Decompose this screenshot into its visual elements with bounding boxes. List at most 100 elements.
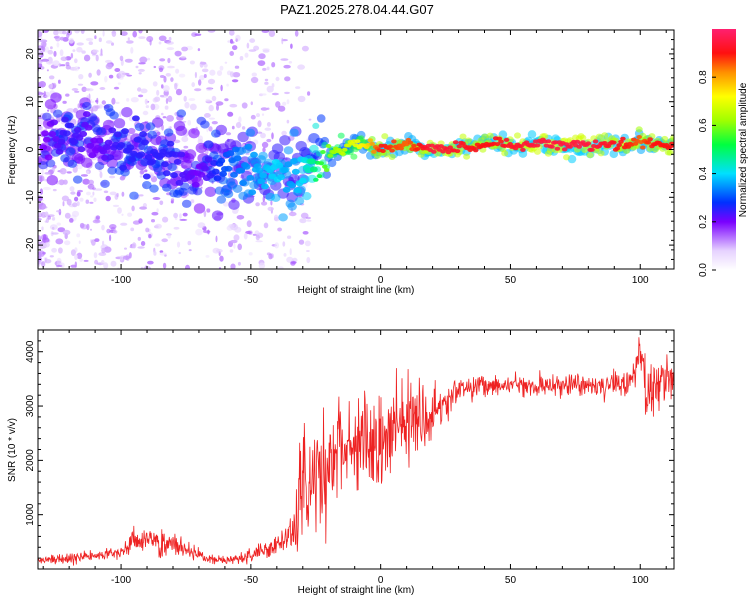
- heatmap-ridge-cell: [320, 150, 326, 154]
- heatmap-speckle: [47, 109, 50, 112]
- heatmap-speckle: [203, 74, 207, 78]
- heatmap-speckle: [112, 204, 120, 208]
- heatmap-speckle: [185, 264, 190, 269]
- heatmap-ridge-cell: [48, 131, 57, 137]
- heatmap-ridge-cell: [289, 128, 299, 137]
- heatmap-ridge-cell: [162, 183, 172, 192]
- heatmap-ridge-cell: [388, 153, 396, 160]
- heatmap-speckle: [167, 57, 171, 64]
- heatmap-ridge-cell: [188, 128, 200, 139]
- heatmap-speckle: [59, 36, 65, 41]
- heatmap-ridge-cell: [498, 139, 504, 144]
- heatmap-ridge-cell: [503, 137, 510, 142]
- heatmap-ridge-cell: [585, 141, 592, 146]
- heatmap-speckle: [234, 65, 240, 69]
- heatmap-ridge-cell: [90, 137, 98, 144]
- heatmap-speckle: [119, 111, 122, 117]
- heatmap-speckle: [302, 231, 309, 235]
- heatmap-speckle: [55, 35, 61, 42]
- heatmap-speckle: [44, 211, 49, 217]
- heatmap-speckle: [60, 64, 66, 67]
- heatmap-ridge-cell: [391, 139, 397, 144]
- heatmap-speckle: [49, 255, 54, 258]
- heatmap-speckle: [195, 228, 203, 236]
- heatmap-speckle: [295, 86, 301, 89]
- heatmap-speckle: [135, 65, 139, 69]
- heatmap-speckle: [267, 206, 274, 211]
- heatmap-ridge-cell: [60, 154, 70, 163]
- heatmap-ridge-cell: [288, 182, 296, 189]
- heatmap-speckle: [77, 83, 84, 86]
- heatmap-speckle: [277, 227, 282, 232]
- heatmap-speckle: [229, 103, 238, 108]
- heatmap-speckle: [64, 212, 71, 219]
- snr-ticks: -100 -50 0 50 100 1000 2000 3000 4000: [25, 329, 674, 586]
- heatmap-speckle: [70, 249, 76, 256]
- heatmap-ridge-cell: [163, 128, 174, 137]
- heatmap-speckle: [44, 220, 48, 223]
- heatmap-ridge-cell: [86, 142, 95, 149]
- heatmap-speckle: [131, 242, 137, 249]
- heatmap-ridge-cell: [121, 128, 129, 135]
- heatmap-speckle: [114, 68, 121, 72]
- heatmap-ridge-cell: [204, 186, 217, 197]
- heatmap-speckle: [261, 93, 267, 96]
- heatmap-speckle: [118, 70, 126, 78]
- heatmap-speckle: [191, 32, 198, 37]
- heatmap-speckle: [244, 52, 249, 58]
- heatmap-speckle: [262, 49, 270, 53]
- heatmap-speckle: [77, 103, 80, 109]
- heatmap-speckle: [126, 40, 134, 44]
- heatmap-speckle: [183, 145, 189, 149]
- snr-y-tick-label: 4000: [25, 340, 36, 363]
- heatmap-speckle: [74, 90, 80, 93]
- heatmap-speckle: [297, 64, 305, 70]
- heatmap-speckle: [46, 69, 49, 72]
- heatmap-speckle: [91, 109, 94, 114]
- heatmap-speckle: [281, 37, 284, 45]
- heatmap-speckle: [52, 60, 60, 66]
- heatmap-ridge-cell: [139, 131, 148, 138]
- heatmap-speckle: [250, 114, 256, 120]
- snr-y-tick-label: 2000: [25, 449, 36, 472]
- spectrogram-y-axis-label: Frequency (Hz): [7, 116, 18, 185]
- colorbar-label: Normalized spectral amplitude: [738, 82, 749, 217]
- heatmap-speckle: [73, 66, 80, 72]
- heatmap-speckle: [159, 94, 165, 98]
- heatmap-speckle: [42, 186, 51, 191]
- spectrogram-x-tick-label: -50: [244, 275, 259, 286]
- heatmap-speckle: [65, 93, 70, 97]
- heatmap-speckle: [161, 84, 164, 89]
- heatmap-speckle: [40, 234, 49, 241]
- heatmap-ridge-cell: [109, 111, 119, 120]
- heatmap-speckle: [165, 98, 169, 104]
- heatmap-speckle: [266, 66, 270, 71]
- heatmap-speckle: [255, 240, 263, 243]
- heatmap-speckle: [297, 95, 306, 103]
- heatmap-speckle: [254, 230, 260, 235]
- heatmap-ridge-cell: [472, 148, 479, 153]
- heatmap-speckle: [152, 197, 161, 200]
- heatmap-speckle: [38, 195, 43, 202]
- heatmap-speckle: [40, 41, 47, 47]
- heatmap-speckle: [158, 67, 164, 73]
- heatmap-speckle: [121, 213, 124, 216]
- heatmap-speckle: [93, 197, 97, 202]
- heatmap-speckle: [98, 104, 103, 109]
- heatmap-ridge-cell: [310, 166, 318, 173]
- heatmap-speckle: [239, 56, 244, 61]
- heatmap-ridge-cell: [126, 144, 135, 151]
- heatmap-speckle: [92, 191, 95, 196]
- heatmap-speckle: [137, 236, 141, 241]
- heatmap-speckle: [283, 253, 287, 257]
- heatmap-ridge-cell: [230, 171, 238, 178]
- heatmap-speckle: [76, 233, 81, 238]
- heatmap-speckle: [130, 227, 135, 232]
- heatmap-speckle: [266, 122, 271, 127]
- heatmap-ridge-cell: [147, 130, 157, 139]
- heatmap-ridge-cell: [73, 126, 82, 133]
- heatmap-ridge-cell: [545, 139, 552, 144]
- heatmap-speckle: [101, 247, 106, 254]
- heatmap-speckle: [209, 69, 216, 76]
